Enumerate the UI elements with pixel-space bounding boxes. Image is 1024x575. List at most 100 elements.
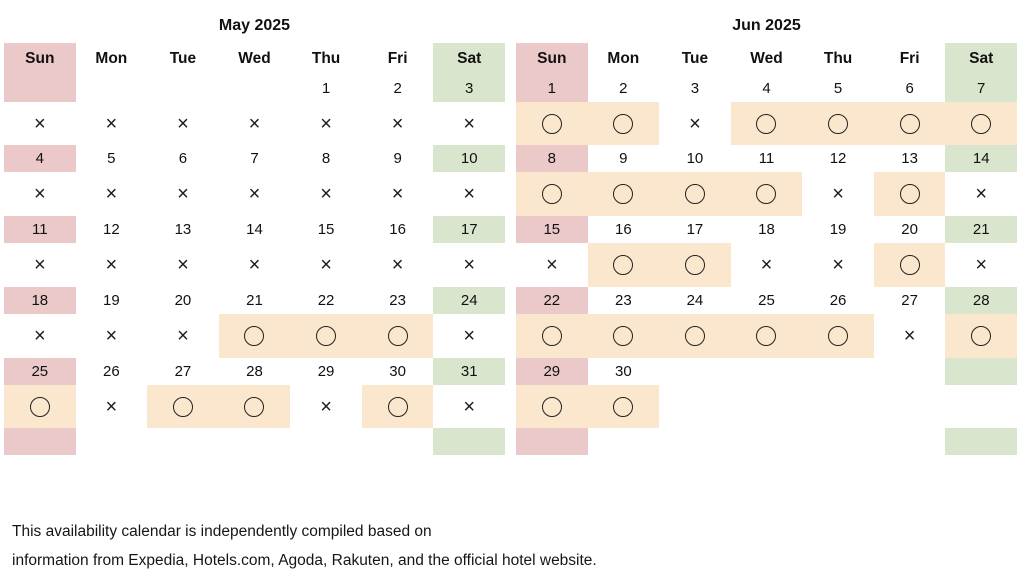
unavailable-icon: ×: [463, 395, 476, 418]
unavailable-icon: ×: [760, 254, 773, 276]
date-cell: 1: [516, 75, 588, 102]
unavailable-icon: ×: [689, 112, 701, 135]
date-cell: [802, 358, 874, 385]
unavailable-icon: ×: [463, 254, 476, 276]
stub-cell: [4, 428, 76, 455]
available-icon: [684, 326, 705, 346]
date-cell: 18: [4, 287, 76, 314]
availability-cell: ×: [362, 172, 434, 216]
date-cell: 20: [901, 221, 918, 238]
date-cell: 24: [686, 292, 704, 309]
availability-cell: ×: [147, 102, 219, 145]
available-icon: [244, 326, 265, 346]
date-cell: 10: [433, 145, 505, 172]
footer-line-2: information from Expedia, Hotels.com, Ag…: [12, 552, 597, 569]
availability-cell: ×: [731, 243, 803, 287]
unavailable-icon: ×: [105, 112, 118, 135]
calendar-june: Jun 2025 Sun Mon Tue Wed Thu Fri Sat 1 2 3 4 5 6 7 × 8 9…: [516, 13, 1017, 455]
available-icon: [971, 326, 992, 346]
availability-cell: [587, 314, 660, 358]
date-cell: 6: [905, 80, 914, 97]
available-icon: [29, 396, 50, 417]
date-cell: [945, 358, 1017, 385]
date-cell: 15: [317, 221, 335, 238]
date-cell: [76, 75, 148, 102]
unavailable-icon: ×: [105, 183, 118, 205]
date-cell: 2: [393, 80, 402, 97]
unavailable-icon: ×: [248, 254, 261, 276]
availability-cell: ×: [945, 243, 1017, 287]
unavailable-icon: ×: [320, 112, 332, 135]
availability-cell: ×: [802, 172, 874, 216]
unavailable-icon: ×: [248, 183, 261, 205]
date-cell: 5: [107, 150, 116, 167]
available-icon: [613, 184, 634, 204]
unavailable-icon: ×: [320, 254, 332, 276]
day-header-cell: Wed: [238, 50, 271, 67]
unavailable-icon: ×: [105, 395, 118, 418]
availability-cell: ×: [76, 385, 148, 428]
available-icon: [387, 326, 408, 346]
unavailable-icon: ×: [248, 112, 261, 135]
available-icon: [684, 255, 705, 275]
day-header-cell: Sun: [516, 43, 588, 75]
availability-cell: [587, 102, 660, 145]
available-icon: [613, 255, 634, 275]
unavailable-icon: ×: [320, 183, 332, 205]
availability-cell: [731, 385, 803, 428]
day-header-cell: Wed: [750, 50, 783, 67]
date-cell: 19: [103, 292, 120, 309]
date-cell: 30: [615, 363, 632, 380]
date-cell: 13: [901, 150, 918, 167]
available-icon: [541, 113, 562, 134]
availability-cell: ×: [433, 243, 505, 287]
availability-cell: [516, 385, 588, 428]
date-cell: 27: [901, 292, 918, 309]
date-cell: 25: [758, 292, 775, 309]
stub-cell: [76, 428, 148, 455]
availability-cell: ×: [290, 243, 362, 287]
date-cell: 28: [945, 287, 1017, 314]
availability-cell: [218, 385, 291, 428]
date-cell: [4, 75, 76, 102]
availability-cell: [659, 385, 731, 428]
availability-cell: ×: [147, 243, 219, 287]
availability-cell: [874, 385, 946, 428]
availability-cell: ×: [874, 314, 946, 358]
unavailable-icon: ×: [832, 254, 844, 276]
unavailable-icon: ×: [391, 254, 404, 276]
date-cell: [731, 358, 803, 385]
date-cell: 24: [433, 287, 505, 314]
date-cell: 28: [246, 363, 263, 380]
availability-cell: ×: [76, 314, 148, 358]
availability-cell: [587, 172, 660, 216]
availability-cell: [873, 172, 946, 216]
date-cell: 25: [4, 358, 76, 385]
availability-cell: ×: [362, 102, 434, 145]
unavailable-icon: ×: [391, 183, 404, 205]
stub-cell: [802, 428, 874, 455]
unavailable-icon: ×: [832, 183, 844, 205]
unavailable-icon: ×: [33, 183, 46, 205]
unavailable-icon: ×: [320, 395, 332, 418]
availability-cell: [659, 172, 731, 216]
date-cell: 14: [246, 221, 263, 238]
availability-cell: ×: [433, 172, 505, 216]
stub-cell: [874, 428, 946, 455]
availability-cell: ×: [4, 314, 76, 358]
available-icon: [756, 326, 777, 346]
availability-cell: ×: [4, 172, 76, 216]
calendar-title-june: Jun 2025: [732, 17, 801, 34]
date-cell: 12: [829, 150, 847, 167]
stub-cell: [659, 428, 731, 455]
available-icon: [899, 184, 920, 204]
date-cell: 11: [758, 150, 775, 167]
date-cell: 16: [389, 221, 406, 238]
availability-cell: [147, 385, 219, 428]
day-header-cell: Fri: [387, 50, 408, 67]
availability-cell: ×: [516, 243, 588, 287]
availability-cell: ×: [219, 243, 291, 287]
availability-cell: [361, 385, 434, 428]
availability-cell: [730, 172, 803, 216]
availability-cell: [873, 243, 946, 287]
